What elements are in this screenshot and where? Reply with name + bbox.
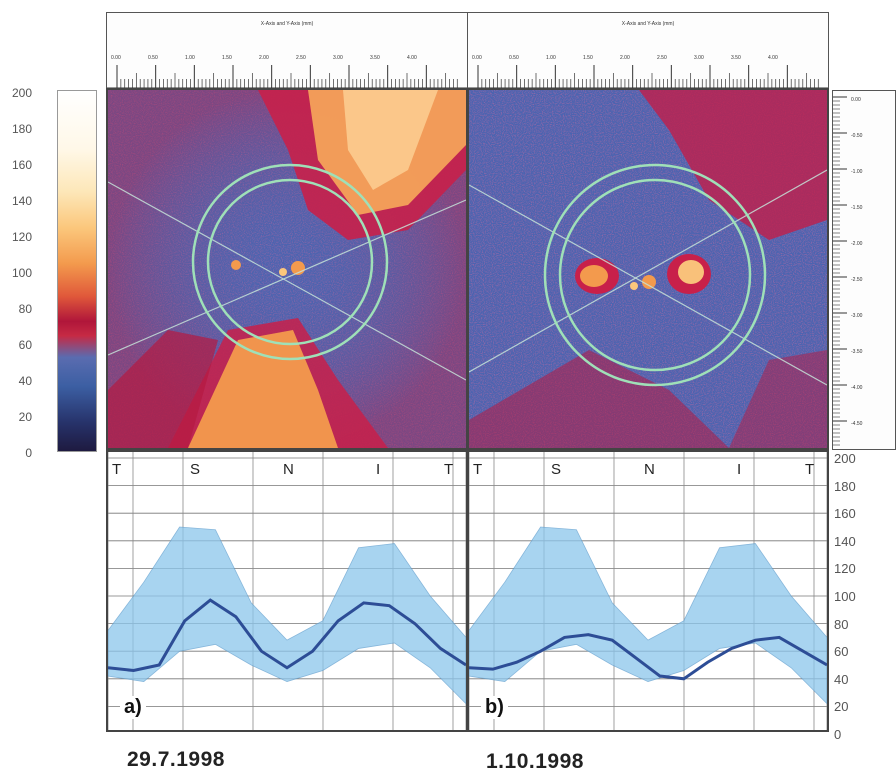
side-ruler-label: -0.50	[851, 133, 863, 139]
ruler-tick-label: 1.50	[222, 55, 232, 61]
graph-axis-label: 40	[834, 671, 849, 687]
side-ruler-label: -3.00	[851, 313, 863, 319]
side-ruler-label: -2.50	[851, 277, 863, 283]
ruler-tick-label: 2.50	[296, 55, 306, 61]
graph-axis-label: 120	[834, 561, 856, 577]
color-scale-label: 40	[18, 374, 32, 388]
normal-range-band	[469, 526, 827, 705]
ruler-tick-label: 1.50	[583, 55, 593, 61]
ruler-tick-label: 0.00	[111, 55, 121, 61]
ruler-tick-label: 4.00	[768, 55, 778, 61]
color-scale-label: 200	[11, 86, 32, 100]
ruler-title: X-Axis and Y-Axis (mm)	[621, 21, 675, 27]
graph-axis-label: 80	[834, 616, 849, 632]
sector-label: N	[283, 461, 294, 478]
retina-image-a	[106, 88, 468, 450]
color-scale-label: 120	[11, 230, 32, 244]
sector-label: T	[805, 461, 814, 478]
side-ruler-label: -1.50	[851, 205, 863, 211]
side-ruler-label: -1.00	[851, 169, 863, 175]
ruler-ticks: 0.00 0.50 1.00 1.50 2.00 2.50 3.00 3.50 4.00	[468, 55, 828, 89]
ruler-title: X-Axis and Y-Axis (mm)	[260, 21, 314, 27]
side-ruler-ticks: 0.00 -0.50 -1.00 -1.50 -2.00 -2.50 -3.00 -3.50 -…	[833, 96, 863, 446]
side-ruler-label: -4.00	[851, 385, 863, 391]
profile-line	[469, 633, 827, 681]
graph-axis-label: 200	[834, 451, 856, 466]
profile-graph-a: T S N I T a)	[106, 450, 468, 732]
ruler-tick-label: 2.50	[657, 55, 667, 61]
panel-tag: b)	[481, 696, 508, 719]
retina-image-b	[467, 88, 829, 450]
top-ruler-right: X-Axis and Y-Axis (mm) 0.00 0.50 1.00 1.50 2…	[467, 12, 829, 90]
sector-label: S	[551, 461, 561, 478]
graph-axis-label: 160	[834, 506, 856, 522]
normal-range-band	[108, 526, 466, 705]
color-scale-label: 20	[18, 410, 32, 424]
ruler-tick-label: 3.00	[694, 55, 704, 61]
date-a: 29.7.1998	[127, 748, 225, 771]
color-scale-label: 180	[11, 122, 32, 136]
sector-label: T	[473, 461, 482, 478]
ruler-tick-label: 3.50	[731, 55, 741, 61]
sector-label: T	[444, 461, 453, 478]
color-scale-label: 160	[11, 158, 32, 172]
ruler-tick-label: 4.00	[407, 55, 417, 61]
ruler-tick-label: 0.50	[509, 55, 519, 61]
graph-axis-label: 60	[834, 644, 849, 660]
ruler-tick-label: 3.50	[370, 55, 380, 61]
ruler-tick-label: 1.00	[546, 55, 556, 61]
color-scale-label: 80	[18, 302, 32, 316]
side-ruler: 0.00 -0.50 -1.00 -1.50 -2.00 -2.50 -3.00 -3.50 -…	[832, 90, 896, 450]
sector-label: N	[644, 461, 655, 478]
ruler-tick-label: 3.00	[333, 55, 343, 61]
ruler-tick-label: 2.00	[259, 55, 269, 61]
date-b: 1.10.1998	[486, 750, 584, 773]
color-scale-label: 0	[25, 446, 32, 460]
color-scale-label: 60	[18, 338, 32, 352]
sector-label: I	[737, 461, 741, 478]
graph-axis-label: 180	[834, 478, 856, 494]
side-ruler-label: -4.50	[851, 421, 863, 427]
top-ruler-left: X-Axis and Y-Axis (mm) 0.00 0.50 1.00 1.50 2…	[106, 12, 468, 90]
ruler-tick-label: 0.00	[472, 55, 482, 61]
sector-label: T	[112, 461, 121, 478]
sector-label: I	[376, 461, 380, 478]
profile-graph-b: T S N I T b)	[467, 450, 829, 732]
color-scale-label: 100	[11, 266, 32, 280]
ruler-tick-label: 1.00	[185, 55, 195, 61]
side-ruler-label: 0.00	[851, 97, 861, 103]
ruler-tick-label: 2.00	[620, 55, 630, 61]
graph-axis-label: 100	[834, 589, 856, 604]
side-ruler-label: -3.50	[851, 349, 863, 355]
color-scale-bar	[57, 90, 97, 452]
ruler-ticks: 0.00 0.50 1.00 1.50 2.00 2.50 3.00 3.50 4.00	[107, 55, 467, 89]
graph-axis-label: 0	[834, 727, 842, 742]
panel-tag: a)	[120, 696, 146, 719]
graph-axis-label: 20	[834, 699, 849, 715]
side-ruler-label: -2.00	[851, 241, 863, 247]
ruler-tick-label: 0.50	[148, 55, 158, 61]
color-scale-label: 140	[11, 194, 32, 208]
sector-label: S	[190, 461, 200, 478]
graph-axis-label: 140	[834, 533, 856, 549]
profile-line	[108, 598, 466, 673]
